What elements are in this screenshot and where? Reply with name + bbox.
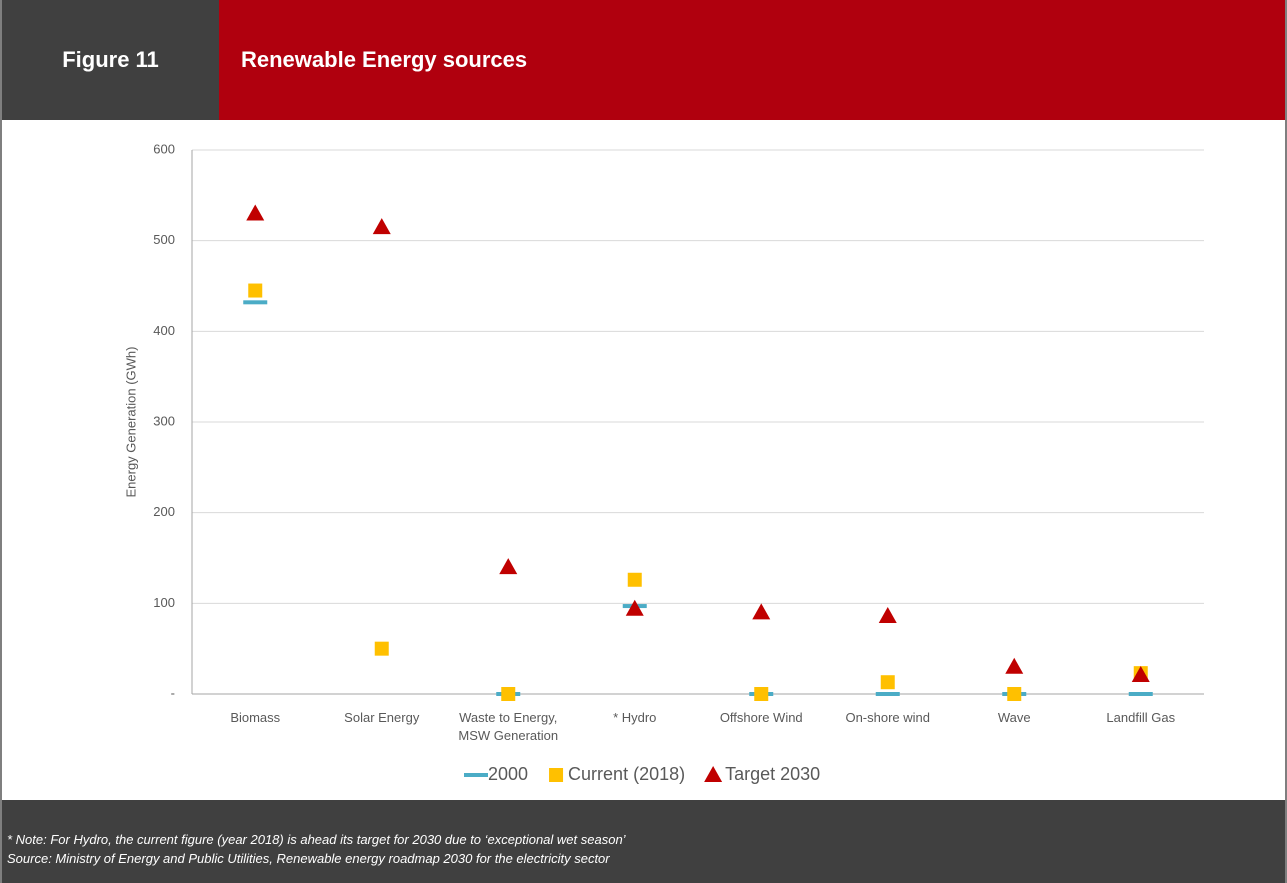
x-tick-label: Wave: [997, 710, 1031, 725]
marker: [374, 641, 389, 656]
marker: [1128, 692, 1153, 696]
footer: * Note: For Hydro, the current figure (y…: [2, 800, 1285, 883]
x-tick-label: Solar Energy: [344, 710, 420, 725]
marker: [464, 773, 488, 777]
y-tick-label: 100: [153, 595, 175, 610]
marker: [1005, 657, 1024, 674]
y-tick-label: 200: [153, 504, 175, 519]
marker: [243, 300, 268, 305]
marker: [248, 283, 263, 298]
marker: [501, 687, 516, 701]
chart-title: Renewable Energy sources: [219, 0, 1285, 120]
marker: [752, 603, 771, 620]
note: * Note: For Hydro, the current figure (y…: [7, 832, 626, 847]
y-tick-label: 600: [153, 141, 175, 156]
y-tick-label: 400: [153, 323, 175, 338]
legend-label: 2000: [488, 764, 528, 784]
y-tick-label: 500: [153, 232, 175, 247]
y-axis-label: Energy Generation (GWh): [123, 346, 138, 497]
legend-label: Current (2018): [568, 764, 685, 784]
marker: [704, 766, 723, 782]
marker: [625, 599, 644, 616]
legend-label: Target 2030: [725, 764, 820, 784]
marker: [499, 558, 518, 575]
marker: [1007, 687, 1022, 701]
x-tick-label: Waste to Energy, MSW Generation: [458, 710, 559, 743]
marker: [754, 687, 769, 701]
marker: [372, 218, 391, 235]
marker: [246, 204, 265, 221]
marker: [880, 675, 895, 690]
marker: [875, 692, 900, 696]
y-tick-label: -: [171, 685, 175, 700]
marker: [627, 572, 642, 587]
figure-label: Figure 11: [2, 0, 219, 120]
x-tick-label: Biomass: [230, 710, 281, 725]
marker: [1131, 665, 1150, 682]
y-tick-label: 300: [153, 413, 175, 428]
marker: [549, 768, 564, 782]
source: Source: Ministry of Energy and Public Ut…: [7, 851, 610, 866]
x-tick-label: On-shore wind: [845, 710, 931, 725]
x-tick-label: Landfill Gas: [1106, 710, 1176, 725]
x-tick-label: * Hydro: [613, 710, 657, 725]
marker: [878, 607, 897, 624]
x-tick-label: Offshore Wind: [719, 710, 803, 725]
